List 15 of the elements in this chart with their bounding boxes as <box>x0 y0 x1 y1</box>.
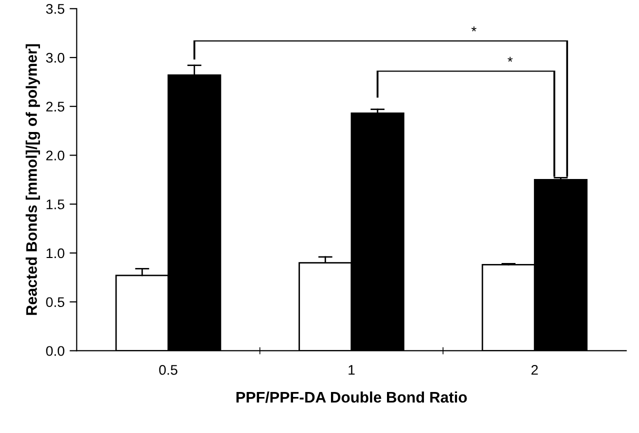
y-tick-label: 0.0 <box>46 346 64 356</box>
x-axis-title: PPF/PPF-DA Double Bond Ratio <box>236 391 467 403</box>
annotation: * <box>508 56 513 62</box>
x-tick-label: 0.5 <box>159 364 178 375</box>
y-tick-label: 2.5 <box>46 102 64 112</box>
y-tick-label: 3.5 <box>46 4 64 14</box>
y-tick-label: 0.5 <box>46 297 64 308</box>
x-tick-label: 2 <box>531 364 538 375</box>
x-tick-label: 1 <box>348 365 355 375</box>
y-tick-label: 1.0 <box>46 248 64 258</box>
y-axis-title: Reacted Bonds [mmol]/[g of polymer] <box>26 44 40 315</box>
y-tick-label: 3.0 <box>46 52 64 63</box>
y-tick-label: 1.5 <box>46 200 64 210</box>
annotation: * <box>471 26 476 32</box>
y-tick-label: 2.0 <box>46 150 64 160</box>
